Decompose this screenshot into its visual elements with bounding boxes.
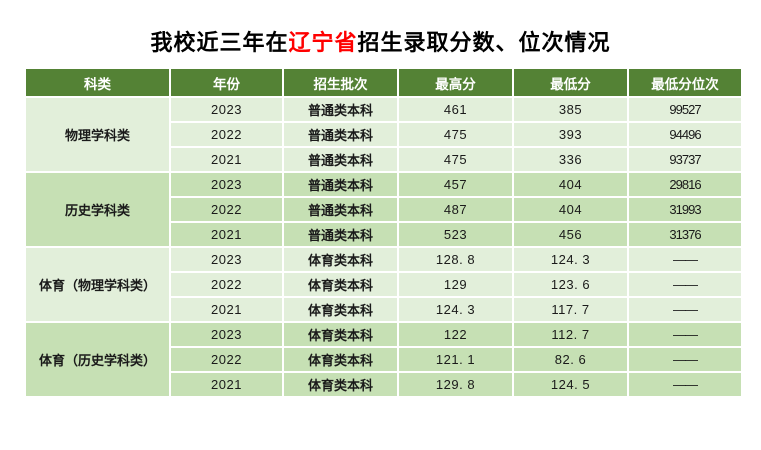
min-score-cell: 404 <box>512 171 629 198</box>
min-score-cell: 82. 6 <box>512 346 629 373</box>
table-header-row: 科类 年份 招生批次 最高分 最低分 最低分位次 <box>24 67 743 98</box>
min-score-cell: 336 <box>512 146 629 173</box>
batch-cell: 普通类本科 <box>282 121 399 148</box>
year-cell: 2021 <box>169 146 284 173</box>
batch-cell: 体育类本科 <box>282 321 399 348</box>
page-title: 我校近三年在辽宁省招生录取分数、位次情况 <box>0 30 761 56</box>
year-cell: 2021 <box>169 221 284 248</box>
table-row: 体育（物理学科类） 2023 体育类本科 128. 8 124. 3 —— <box>24 246 743 323</box>
max-score-cell: 121. 1 <box>397 346 514 373</box>
table-row: 2022 普通类本科 475 393 94496 <box>25 121 743 148</box>
max-score-cell: 128. 8 <box>397 246 514 273</box>
max-score-cell: 487 <box>397 196 514 223</box>
batch-cell: 普通类本科 <box>282 146 399 173</box>
max-score-cell: 461 <box>397 96 514 123</box>
batch-cell: 体育类本科 <box>282 371 399 398</box>
batch-cell: 体育类本科 <box>282 346 399 373</box>
table-row: 2022 普通类本科 487 404 31993 <box>25 196 743 223</box>
max-score-cell: 475 <box>397 121 514 148</box>
min-rank-cell: 29816 <box>627 171 743 198</box>
max-score-cell: 129. 8 <box>397 371 514 398</box>
min-rank-cell: 94496 <box>627 121 743 148</box>
min-rank-cell: —— <box>627 371 743 398</box>
table-row: 2021 体育类本科 124. 3 117. 7 —— <box>25 296 743 323</box>
year-cell: 2023 <box>169 96 284 123</box>
year-cell: 2022 <box>169 121 284 148</box>
year-cell: 2023 <box>169 171 284 198</box>
year-cell: 2021 <box>169 296 284 323</box>
table-row: 物理学科类 2023 普通类本科 461 385 99527 <box>24 96 743 173</box>
min-score-cell: 112. 7 <box>512 321 629 348</box>
min-rank-cell: —— <box>627 271 743 298</box>
min-score-cell: 385 <box>512 96 629 123</box>
min-rank-cell: 31376 <box>627 221 743 248</box>
year-cell: 2022 <box>169 346 284 373</box>
year-cell: 2022 <box>169 196 284 223</box>
table-row: 2021 普通类本科 523 456 31376 <box>25 221 743 248</box>
admission-scores-table: 科类 年份 招生批次 最高分 最低分 最低分位次 物理学科类 2023 普通类本… <box>24 67 743 398</box>
column-header-batch: 招生批次 <box>282 67 399 98</box>
max-score-cell: 122 <box>397 321 514 348</box>
max-score-cell: 124. 3 <box>397 296 514 323</box>
min-rank-cell: 93737 <box>627 146 743 173</box>
column-header-year: 年份 <box>169 67 284 98</box>
min-rank-cell: —— <box>627 296 743 323</box>
min-rank-cell: 99527 <box>627 96 743 123</box>
year-cell: 2023 <box>169 246 284 273</box>
min-rank-cell: 31993 <box>627 196 743 223</box>
min-score-cell: 393 <box>512 121 629 148</box>
max-score-cell: 129 <box>397 271 514 298</box>
category-cell: 历史学科类 <box>24 171 171 248</box>
max-score-cell: 457 <box>397 171 514 198</box>
min-rank-cell: —— <box>627 346 743 373</box>
batch-cell: 体育类本科 <box>282 296 399 323</box>
min-score-cell: 124. 3 <box>512 246 629 273</box>
batch-cell: 普通类本科 <box>282 171 399 198</box>
title-prefix: 我校近三年在 <box>150 30 289 55</box>
max-score-cell: 523 <box>397 221 514 248</box>
batch-cell: 普通类本科 <box>282 221 399 248</box>
title-suffix: 招生录取分数、位次情况 <box>357 30 611 55</box>
table-row: 2022 体育类本科 121. 1 82. 6 —— <box>25 346 743 373</box>
min-score-cell: 404 <box>512 196 629 223</box>
table-row: 2022 体育类本科 129 123. 6 —— <box>25 271 743 298</box>
category-cell: 体育（物理学科类） <box>24 246 171 323</box>
min-score-cell: 124. 5 <box>512 371 629 398</box>
batch-cell: 普通类本科 <box>282 196 399 223</box>
column-header-max-score: 最高分 <box>397 67 514 98</box>
min-rank-cell: —— <box>627 321 743 348</box>
year-cell: 2022 <box>169 271 284 298</box>
batch-cell: 普通类本科 <box>282 96 399 123</box>
title-province-highlight: 辽宁省 <box>288 30 358 55</box>
category-cell: 物理学科类 <box>24 96 171 173</box>
year-cell: 2023 <box>169 321 284 348</box>
min-score-cell: 456 <box>512 221 629 248</box>
column-header-category: 科类 <box>24 67 171 98</box>
table-row: 历史学科类 2023 普通类本科 457 404 29816 <box>24 171 743 248</box>
min-score-cell: 117. 7 <box>512 296 629 323</box>
table-row: 2021 普通类本科 475 336 93737 <box>25 146 743 173</box>
year-cell: 2021 <box>169 371 284 398</box>
category-cell: 体育（历史学科类） <box>24 321 171 398</box>
min-rank-cell: —— <box>627 246 743 273</box>
table-row: 体育（历史学科类） 2023 体育类本科 122 112. 7 —— <box>24 321 743 398</box>
batch-cell: 体育类本科 <box>282 271 399 298</box>
min-score-cell: 123. 6 <box>512 271 629 298</box>
max-score-cell: 475 <box>397 146 514 173</box>
column-header-min-rank: 最低分位次 <box>627 67 743 98</box>
table-row: 2021 体育类本科 129. 8 124. 5 —— <box>25 371 743 398</box>
column-header-min-score: 最低分 <box>512 67 629 98</box>
batch-cell: 体育类本科 <box>282 246 399 273</box>
